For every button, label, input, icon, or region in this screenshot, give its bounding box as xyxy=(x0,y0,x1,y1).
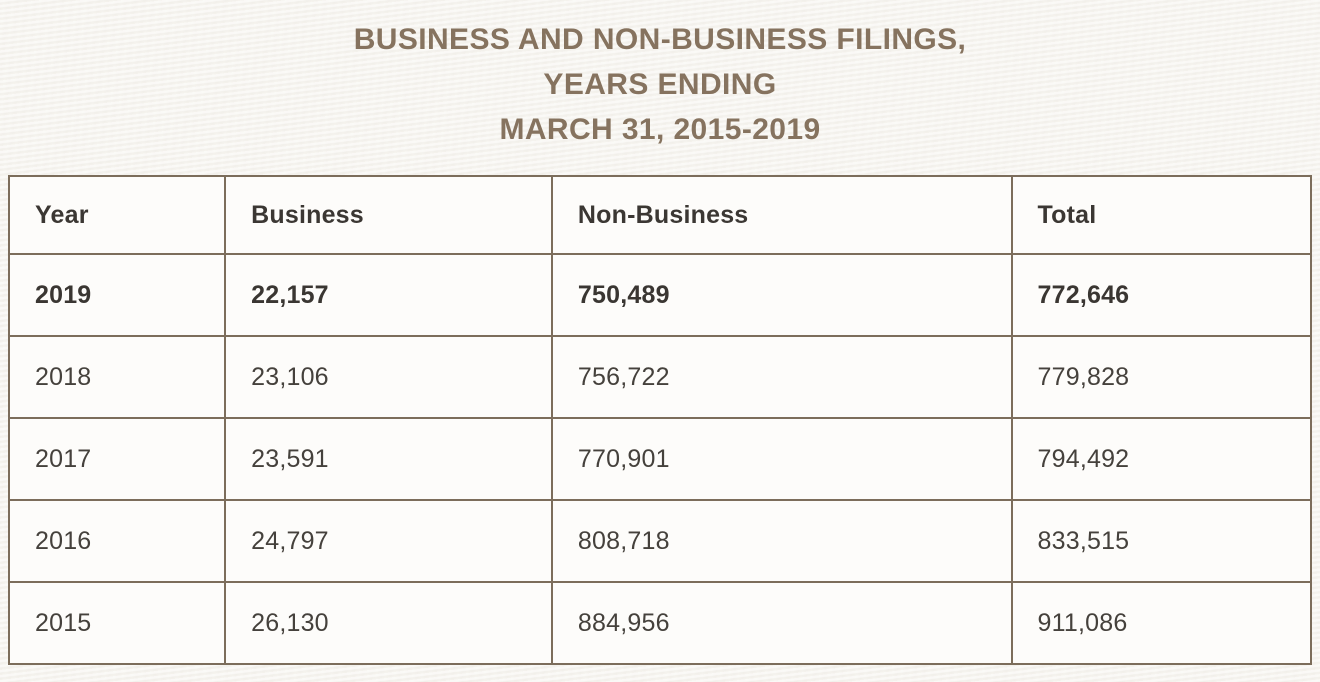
cell-year: 2018 xyxy=(7,335,227,419)
cell-business: 26,130 xyxy=(224,581,553,665)
cell-year: 2015 xyxy=(7,581,227,665)
page-title: BUSINESS AND NON-BUSINESS FILINGS, YEARS… xyxy=(0,0,1320,152)
table-row-2018: 2018 23,106 756,722 779,828 xyxy=(7,335,1313,419)
table-row-2017: 2017 23,591 770,901 794,492 xyxy=(7,417,1313,501)
column-header-total: Total xyxy=(1010,175,1313,255)
cell-total: 794,492 xyxy=(1010,417,1313,501)
cell-non-business: 884,956 xyxy=(550,581,1013,665)
cell-year: 2017 xyxy=(7,417,227,501)
cell-business: 22,157 xyxy=(224,253,553,337)
filings-table: Year Business Non-Business Total 2019 22… xyxy=(7,175,1313,665)
cell-non-business: 770,901 xyxy=(550,417,1013,501)
cell-business: 23,591 xyxy=(224,417,553,501)
cell-year: 2019 xyxy=(7,253,227,337)
title-line-2: YEARS ENDING xyxy=(543,68,777,101)
cell-year: 2016 xyxy=(7,499,227,583)
cell-total: 779,828 xyxy=(1010,335,1313,419)
table-row-2019: 2019 22,157 750,489 772,646 xyxy=(7,253,1313,337)
table-row-2015: 2015 26,130 884,956 911,086 xyxy=(7,581,1313,665)
cell-business: 23,106 xyxy=(224,335,553,419)
cell-total: 911,086 xyxy=(1010,581,1313,665)
column-header-year: Year xyxy=(7,175,227,255)
cell-non-business: 750,489 xyxy=(550,253,1013,337)
title-line-1: BUSINESS AND NON-BUSINESS FILINGS, xyxy=(353,23,967,56)
cell-non-business: 808,718 xyxy=(550,499,1013,583)
cell-total: 772,646 xyxy=(1010,253,1313,337)
cell-non-business: 756,722 xyxy=(550,335,1013,419)
cell-total: 833,515 xyxy=(1010,499,1313,583)
column-header-business: Business xyxy=(224,175,553,255)
cell-business: 24,797 xyxy=(224,499,553,583)
title-line-3: MARCH 31, 2015-2019 xyxy=(499,113,821,146)
table-row-2016: 2016 24,797 808,718 833,515 xyxy=(7,499,1313,583)
table-header-row: Year Business Non-Business Total xyxy=(7,175,1313,255)
column-header-non-business: Non-Business xyxy=(550,175,1013,255)
